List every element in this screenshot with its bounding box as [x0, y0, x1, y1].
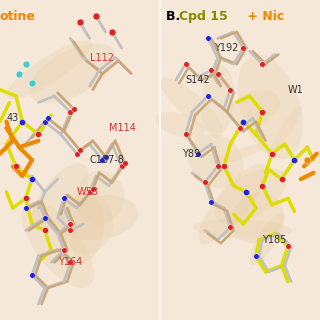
Ellipse shape — [58, 195, 139, 240]
Text: L112: L112 — [90, 52, 114, 63]
Text: Y185: Y185 — [262, 235, 287, 245]
Text: B.: B. — [166, 10, 185, 23]
Ellipse shape — [31, 164, 89, 232]
Ellipse shape — [155, 112, 205, 138]
Text: Y164: Y164 — [58, 257, 82, 268]
Ellipse shape — [201, 65, 234, 138]
Ellipse shape — [6, 40, 92, 99]
Text: + Nic: + Nic — [243, 10, 284, 23]
Ellipse shape — [198, 164, 268, 244]
Text: W53: W53 — [77, 187, 99, 197]
Ellipse shape — [22, 202, 94, 288]
Ellipse shape — [237, 55, 303, 159]
Ellipse shape — [271, 106, 302, 151]
Ellipse shape — [160, 77, 223, 133]
Ellipse shape — [214, 168, 286, 225]
Text: Y89: Y89 — [182, 148, 201, 159]
Text: 43: 43 — [6, 113, 19, 124]
Ellipse shape — [231, 192, 284, 243]
Text: Cpd 15: Cpd 15 — [179, 10, 228, 23]
Ellipse shape — [193, 219, 292, 239]
Ellipse shape — [249, 213, 284, 265]
Ellipse shape — [211, 143, 267, 165]
Ellipse shape — [61, 193, 113, 254]
Text: S142: S142 — [186, 75, 210, 85]
Ellipse shape — [188, 133, 244, 188]
Text: M114: M114 — [109, 123, 136, 133]
Text: C187-8: C187-8 — [90, 155, 124, 165]
Ellipse shape — [70, 196, 104, 262]
Text: otine: otine — [0, 10, 36, 23]
Text: Y192: Y192 — [214, 43, 239, 53]
Ellipse shape — [75, 171, 124, 225]
Text: W1: W1 — [288, 84, 304, 95]
Ellipse shape — [29, 44, 115, 103]
Ellipse shape — [229, 90, 280, 126]
